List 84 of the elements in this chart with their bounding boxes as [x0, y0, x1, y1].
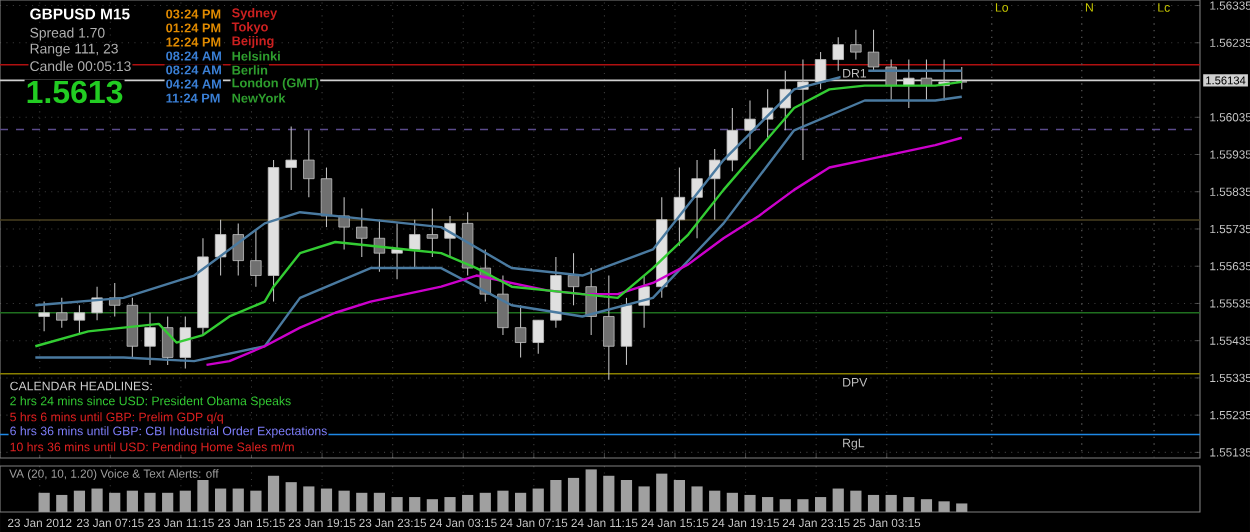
bar	[38, 492, 50, 512]
candlestick	[567, 252, 580, 306]
candlestick	[744, 99, 756, 150]
bar	[673, 480, 686, 512]
bar	[532, 488, 544, 512]
candlestick	[126, 297, 139, 358]
bar	[215, 488, 227, 512]
candlestick	[391, 222, 403, 280]
bar	[744, 494, 756, 512]
bar	[762, 497, 774, 512]
bar	[867, 494, 880, 512]
bar	[638, 486, 650, 512]
annotation: 1.5613	[27, 80, 123, 104]
bar	[391, 497, 403, 512]
bar	[479, 492, 491, 512]
bar	[303, 486, 315, 512]
candlestick	[832, 36, 844, 72]
candlestick	[303, 129, 315, 198]
candlestick	[214, 219, 227, 277]
bar	[179, 490, 191, 512]
bar	[426, 499, 438, 512]
candlestick	[356, 207, 368, 258]
bar	[267, 475, 280, 512]
bar	[126, 490, 138, 512]
candlestick	[673, 167, 686, 247]
candlestick	[56, 297, 68, 329]
bar	[832, 488, 844, 512]
candlestick	[250, 230, 262, 288]
bar	[726, 492, 738, 512]
bar	[497, 490, 509, 512]
bar	[938, 501, 950, 512]
candlestick	[497, 274, 509, 336]
bar	[885, 494, 897, 512]
candlestick	[320, 167, 333, 228]
bar	[779, 499, 791, 512]
bar	[850, 490, 862, 512]
candlestick	[426, 207, 439, 258]
bar	[109, 492, 121, 512]
bar	[162, 492, 174, 512]
candlestick	[285, 126, 297, 191]
candlestick	[814, 51, 827, 90]
bar	[691, 486, 703, 512]
bar	[903, 497, 915, 512]
bar	[797, 499, 809, 512]
candlestick	[38, 301, 50, 332]
bar	[514, 492, 527, 512]
bar	[91, 488, 103, 512]
bar	[814, 497, 827, 512]
bar	[462, 494, 474, 512]
bar	[56, 494, 68, 512]
bar	[338, 490, 350, 512]
candlestick	[461, 211, 474, 277]
bar	[320, 488, 333, 512]
bar	[567, 477, 580, 512]
candlestick	[867, 29, 880, 72]
bar	[920, 499, 933, 512]
bar	[373, 492, 386, 512]
candlestick	[409, 219, 421, 269]
bar	[144, 492, 156, 512]
candlestick	[550, 256, 562, 329]
bar	[197, 480, 209, 512]
bar	[656, 473, 668, 512]
bar	[444, 497, 456, 512]
candlestick	[532, 319, 544, 355]
bar	[250, 490, 262, 512]
candlestick	[232, 222, 244, 277]
bar	[285, 482, 297, 512]
bar	[550, 480, 562, 512]
bar	[709, 490, 721, 512]
candlestick	[179, 315, 191, 370]
bar	[620, 480, 633, 512]
bar	[356, 492, 368, 512]
candlestick	[620, 297, 633, 366]
candlestick	[514, 304, 527, 358]
bar	[603, 475, 615, 512]
candlestick	[603, 274, 615, 381]
candlestick	[850, 29, 862, 61]
bar	[73, 490, 86, 512]
candlestick	[144, 312, 156, 366]
bar	[232, 488, 244, 512]
bar	[409, 497, 421, 512]
bar	[956, 503, 968, 512]
bar	[585, 469, 597, 512]
candlestick	[73, 304, 86, 336]
